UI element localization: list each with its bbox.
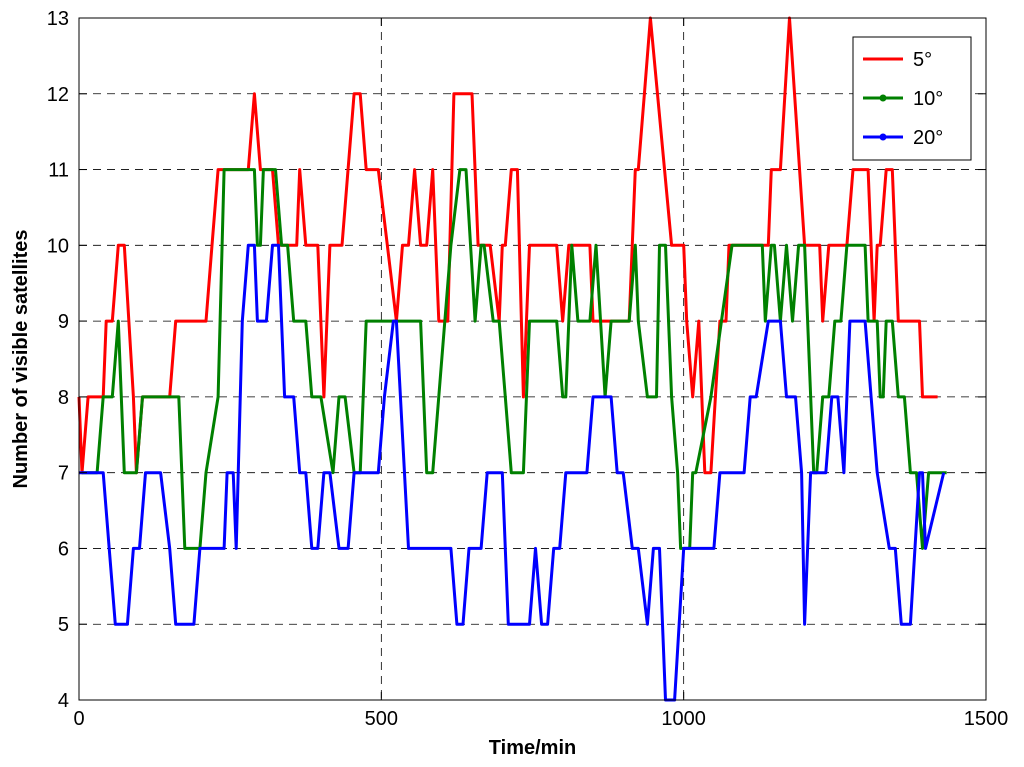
y-tick-label: 10 xyxy=(47,235,69,257)
plot-frame xyxy=(78,17,987,701)
x-axis-title: Time/min xyxy=(489,737,576,759)
series-lines xyxy=(77,16,947,702)
legend-label: 10° xyxy=(913,88,943,110)
y-tick-label: 12 xyxy=(47,84,69,106)
legend-swatch-marker xyxy=(879,133,887,141)
y-tick-label: 11 xyxy=(48,160,69,182)
series-line-3 xyxy=(79,243,946,702)
y-tick-label: 8 xyxy=(58,387,69,409)
x-tick-label: 0 xyxy=(73,708,84,730)
y-axis-title: Number of visible satellites xyxy=(10,230,32,489)
legend: 5° 10° 20° xyxy=(852,36,972,161)
x-tick-label: 500 xyxy=(365,708,398,730)
y-tick-label: 5 xyxy=(58,614,69,636)
y-tick-label: 6 xyxy=(58,538,69,560)
x-tick-label: 1000 xyxy=(661,708,706,730)
y-tick-label: 4 xyxy=(58,690,69,712)
legend-label: 20° xyxy=(913,127,943,149)
y-tick-label: 13 xyxy=(47,8,69,30)
x-tick-label: 1500 xyxy=(964,708,1009,730)
legend-label: 5° xyxy=(913,49,932,71)
series-line-2 xyxy=(82,168,947,550)
y-tick-label: 7 xyxy=(58,463,69,485)
axis-ticks: 0 500 1000 1500 4 5 6 7 8 9 10 11 12 13 xyxy=(47,8,1009,730)
y-tick-label: 9 xyxy=(58,311,69,333)
legend-swatch-marker xyxy=(879,94,887,102)
